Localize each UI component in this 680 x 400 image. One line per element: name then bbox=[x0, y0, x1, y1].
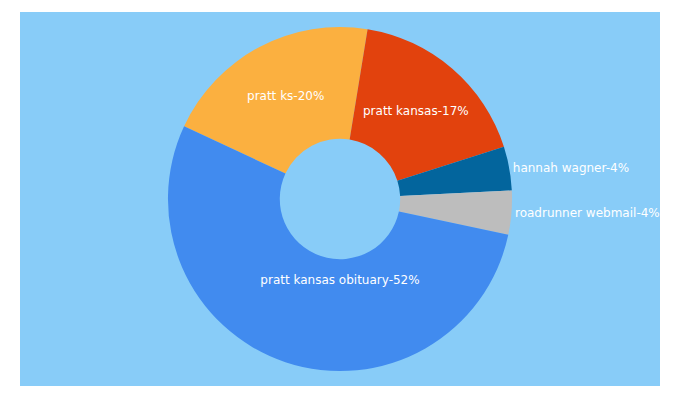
svg-text:hannah wagner-4%: hannah wagner-4% bbox=[513, 161, 629, 175]
svg-text:roadrunner webmail-4%: roadrunner webmail-4% bbox=[515, 206, 660, 220]
svg-text:pratt ks-20%: pratt ks-20% bbox=[247, 89, 324, 103]
svg-text:pratt kansas obituary-52%: pratt kansas obituary-52% bbox=[260, 273, 419, 287]
svg-text:pratt kansas-17%: pratt kansas-17% bbox=[363, 104, 469, 118]
